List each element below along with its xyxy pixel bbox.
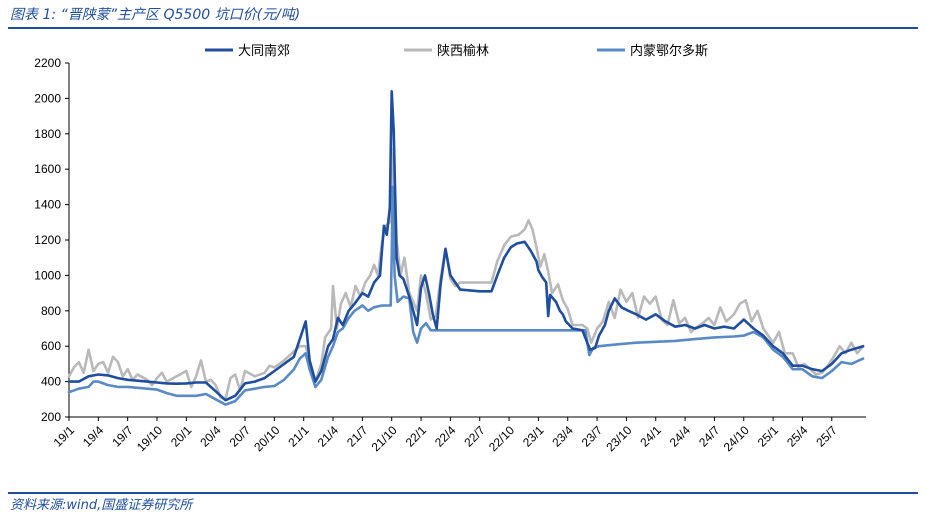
legend-label-1: 陕西榆林 <box>437 44 489 59</box>
legend-label-0: 大同南郊 <box>238 43 290 59</box>
x-tick-label: 23/4 <box>549 423 576 450</box>
x-tick-label: 19/10 <box>134 423 165 454</box>
legend-label-2: 内蒙鄂尔多斯 <box>630 43 708 59</box>
x-tick-label: 23/1 <box>520 423 547 450</box>
x-tick-label: 19/4 <box>80 423 107 450</box>
x-axis: 19/1 19/4 19/719/10 20/1 20/4 20/720/10 21/1 21… <box>51 416 866 454</box>
chart-title: 图表 1: “晋陕蒙”主产区 Q5500 坑口价(元/吨) <box>10 7 301 23</box>
x-tick-label: 21/10 <box>369 423 400 454</box>
series-lines <box>67 90 865 406</box>
legend: 大同南郊 陕西榆林 内蒙鄂尔多斯 <box>205 43 708 59</box>
y-tick-label: 2000 <box>34 91 61 105</box>
x-tick-label: 20/4 <box>197 423 224 450</box>
x-tick-label: 21/1 <box>285 423 312 450</box>
x-tick-label: 19/1 <box>51 423 78 450</box>
y-tick-label: 200 <box>41 410 61 424</box>
x-tick-label: 22/1 <box>403 423 430 450</box>
x-tick-label: 20/10 <box>251 423 282 454</box>
y-tick-label: 600 <box>41 339 61 353</box>
x-tick-label: 24/10 <box>721 423 752 454</box>
x-tick-label: 24/7 <box>696 423 723 450</box>
x-tick-label: 25/7 <box>813 423 840 450</box>
x-tick-label: 21/4 <box>315 423 342 450</box>
x-tick-label: 24/1 <box>637 423 664 450</box>
bottom-divider <box>8 492 918 494</box>
series-line-0 <box>67 90 865 402</box>
series-line-1 <box>67 146 865 401</box>
y-tick-label: 1200 <box>34 233 61 247</box>
y-tick-label: 400 <box>41 375 61 389</box>
x-tick-label: 20/7 <box>227 423 254 450</box>
y-tick-label: 800 <box>41 304 61 318</box>
x-tick-label: 25/4 <box>784 423 811 450</box>
x-tick-label: 25/1 <box>755 423 782 450</box>
x-tick-label: 20/1 <box>168 423 195 450</box>
x-tick-label: 22/7 <box>461 423 488 450</box>
source-note: 资料来源:wind,国盛证券研究所 <box>10 498 193 513</box>
x-tick-label: 24/4 <box>667 423 694 450</box>
y-tick-label: 1600 <box>34 162 61 176</box>
x-tick-label: 19/7 <box>109 423 136 450</box>
x-tick-label: 23/7 <box>579 423 606 450</box>
y-tick-label: 1400 <box>34 198 61 212</box>
y-tick-label: 1800 <box>34 127 61 141</box>
y-tick-label: 2200 <box>34 56 61 70</box>
x-tick-label: 23/10 <box>603 423 634 454</box>
series-line-2 <box>67 185 865 406</box>
x-tick-label: 22/4 <box>432 423 459 450</box>
y-tick-label: 1000 <box>34 268 61 282</box>
y-axis: 200 400 600 800 1000 1200 1400 1600 1800 2000 2200 <box>34 56 70 424</box>
x-tick-label: 21/7 <box>344 423 371 450</box>
x-tick-label: 22/10 <box>486 423 517 454</box>
top-divider <box>8 27 918 29</box>
